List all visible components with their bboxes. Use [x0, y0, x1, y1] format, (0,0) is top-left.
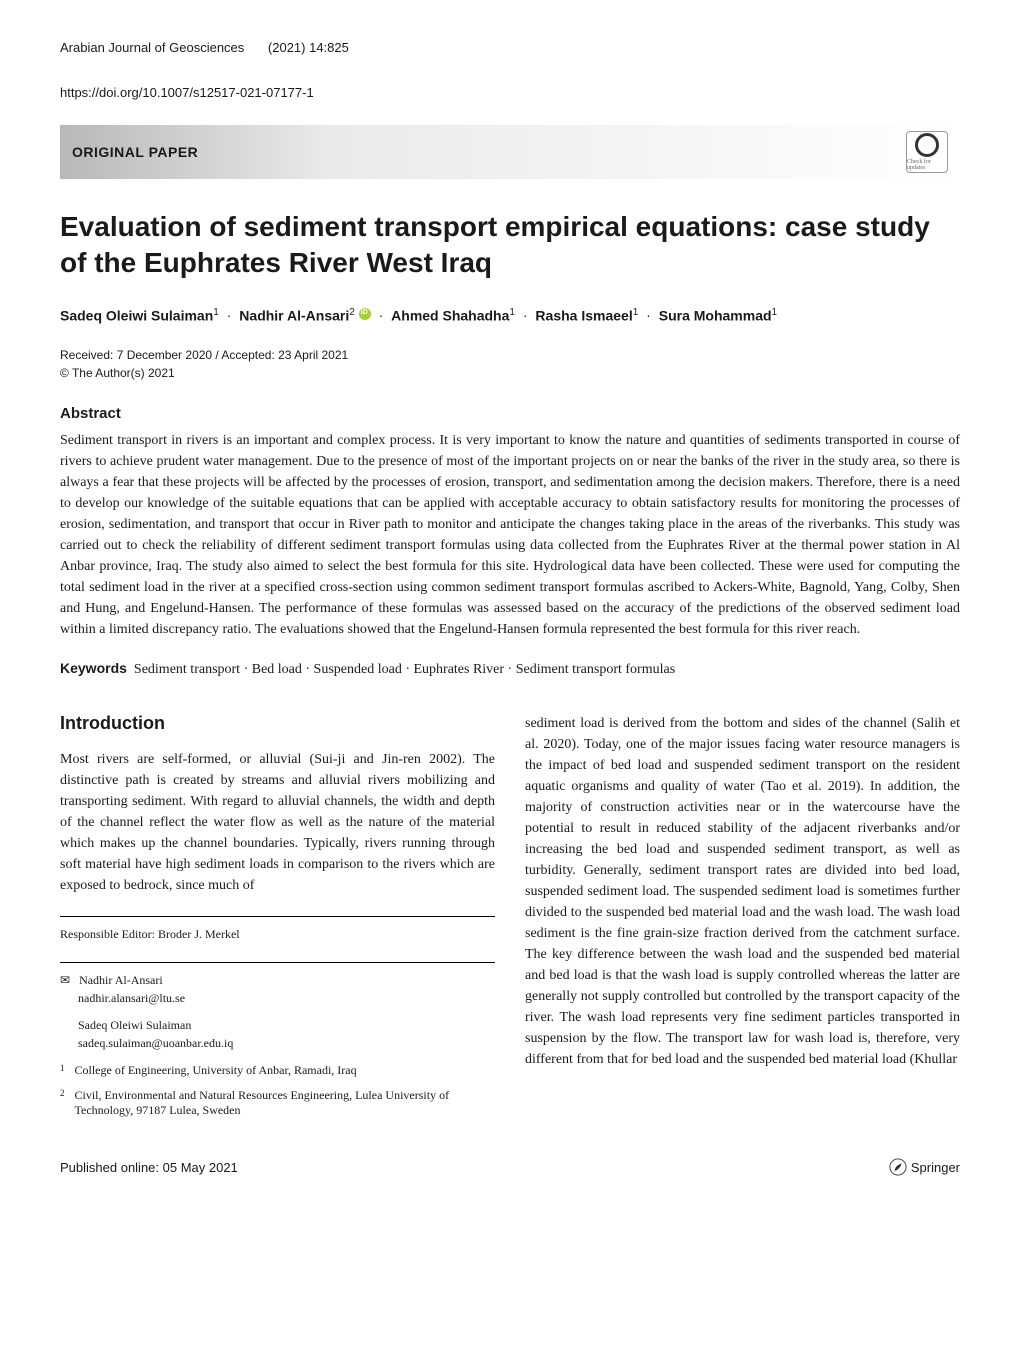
author-separator: ·	[227, 307, 232, 323]
page-header: Arabian Journal of Geosciences (2021) 14…	[60, 40, 960, 55]
footnote-separator	[60, 962, 495, 963]
affil-1-number: 1	[60, 1063, 65, 1078]
affil-2-text: Civil, Environmental and Natural Resourc…	[75, 1088, 496, 1118]
intro-paragraph-right: sediment load is derived from the bottom…	[525, 713, 960, 1070]
keywords-label: Keywords	[60, 660, 127, 676]
author-separator: ·	[646, 307, 651, 323]
intro-paragraph-left: Most rivers are self-formed, or alluvial…	[60, 749, 495, 896]
corr-author-email[interactable]: nadhir.alansari@ltu.se	[78, 991, 495, 1006]
orcid-icon[interactable]	[359, 308, 371, 320]
keywords-text: Sediment transport · Bed load · Suspende…	[134, 662, 675, 677]
copyright-line: © The Author(s) 2021	[60, 366, 960, 380]
affiliation-1: 1 College of Engineering, University of …	[60, 1063, 495, 1078]
author-1-affil: 1	[213, 307, 219, 318]
authors-line: Sadeq Oleiwi Sulaiman1 · Nadhir Al-Ansar…	[60, 307, 960, 324]
year-issue: (2021) 14:825	[268, 40, 349, 55]
corr-author-name: Nadhir Al-Ansari	[79, 973, 163, 987]
header-left: Arabian Journal of Geosciences (2021) 14…	[60, 40, 369, 55]
author-separator: ·	[379, 307, 384, 323]
abstract-text: Sediment transport in rivers is an impor…	[60, 430, 960, 640]
introduction-heading: Introduction	[60, 713, 495, 734]
author-1: Sadeq Oleiwi Sulaiman	[60, 307, 213, 323]
keywords-line: Keywords Sediment transport · Bed load ·…	[60, 660, 960, 678]
author-4-affil: 1	[633, 307, 639, 318]
received-accepted-dates: Received: 7 December 2020 / Accepted: 23…	[60, 348, 960, 362]
affil-2-number: 2	[60, 1088, 65, 1118]
check-updates-badge[interactable]: Check for updates	[906, 131, 948, 173]
author-separator: ·	[523, 307, 528, 323]
page-footer: Published online: 05 May 2021 Springer	[60, 1158, 960, 1176]
corresponding-author: ✉ Nadhir Al-Ansari	[60, 973, 495, 988]
footnote-separator	[60, 916, 495, 917]
right-column: sediment load is derived from the bottom…	[525, 713, 960, 1128]
springer-horse-icon	[889, 1158, 907, 1176]
affil-1-text: College of Engineering, University of An…	[75, 1063, 357, 1078]
intro-text-left: Most rivers are self-formed, or alluvial…	[60, 749, 495, 896]
left-column: Introduction Most rivers are self-formed…	[60, 713, 495, 1128]
author-5: Sura Mohammad	[659, 307, 772, 323]
author-3: Ahmed Shahadha	[391, 307, 509, 323]
intro-text-right: sediment load is derived from the bottom…	[525, 713, 960, 1070]
paper-type-label: ORIGINAL PAPER	[72, 144, 198, 160]
author-3-affil: 1	[509, 307, 515, 318]
author-2-email[interactable]: sadeq.sulaiman@uoanbar.edu.iq	[78, 1036, 495, 1051]
journal-name: Arabian Journal of Geosciences	[60, 40, 244, 55]
author-4: Rasha Ismaeel	[535, 307, 632, 323]
check-updates-icon	[915, 133, 939, 157]
author-2: Nadhir Al-Ansari	[239, 307, 349, 323]
two-column-body: Introduction Most rivers are self-formed…	[60, 713, 960, 1128]
envelope-icon: ✉	[60, 973, 70, 987]
paper-type-bar: ORIGINAL PAPER Check for updates	[60, 125, 960, 179]
affiliation-2: 2 Civil, Environmental and Natural Resou…	[60, 1088, 495, 1118]
check-updates-text: Check for updates	[907, 159, 947, 171]
author-5-affil: 1	[772, 307, 778, 318]
abstract-heading: Abstract	[60, 405, 960, 422]
author-2-affil: 2	[349, 307, 355, 318]
publisher-name: Springer	[911, 1160, 960, 1175]
doi[interactable]: https://doi.org/10.1007/s12517-021-07177…	[60, 85, 960, 100]
author-2-name: Sadeq Oleiwi Sulaiman	[78, 1018, 495, 1033]
publisher-logo: Springer	[889, 1158, 960, 1176]
responsible-editor: Responsible Editor: Broder J. Merkel	[60, 927, 495, 942]
article-title: Evaluation of sediment transport empiric…	[60, 209, 960, 282]
published-online: Published online: 05 May 2021	[60, 1160, 238, 1175]
